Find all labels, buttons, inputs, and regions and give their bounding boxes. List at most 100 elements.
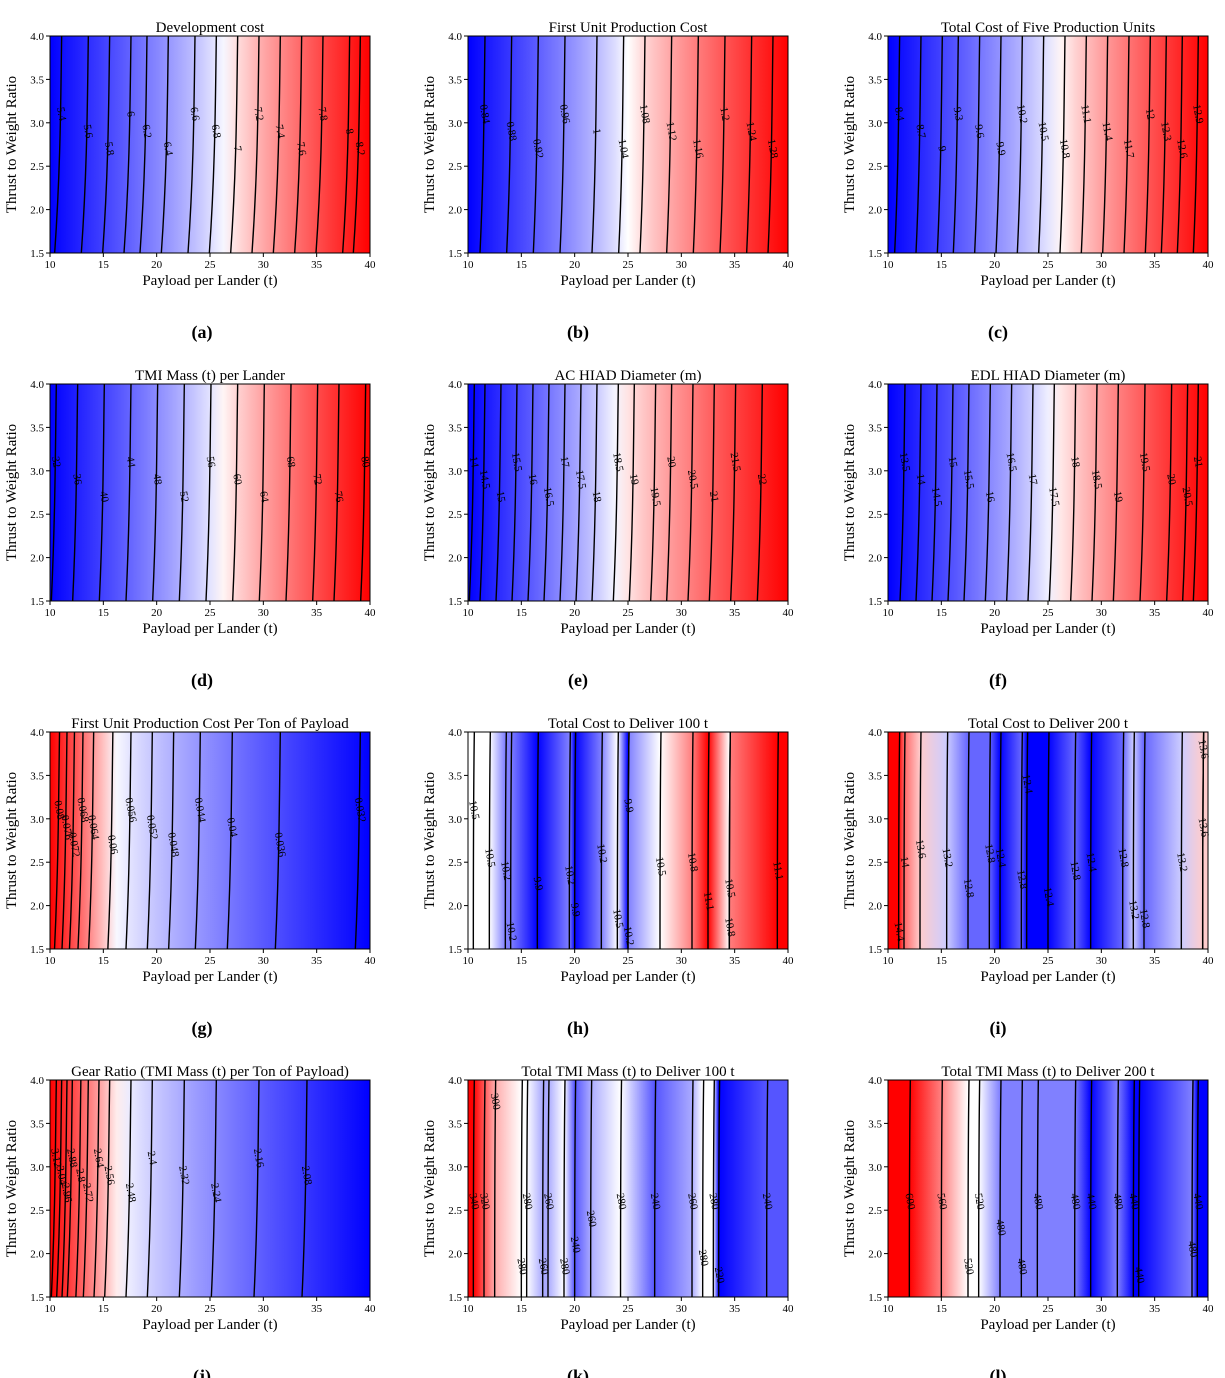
contour-label: 480 [1030, 1192, 1045, 1211]
y-tick-label: 1.5 [30, 248, 44, 260]
contour-line [525, 1079, 529, 1298]
contour-line [589, 1079, 593, 1298]
contour-label: 16 [983, 490, 997, 503]
contour-label: 10.2 [621, 925, 636, 946]
contour-line [472, 731, 476, 950]
contour-line [639, 35, 646, 254]
contour-label: 12 [1143, 108, 1157, 121]
contour-label: 6.6 [187, 106, 201, 122]
y-tick-label: 1.5 [30, 596, 44, 608]
contour-label: 15.5 [961, 469, 976, 491]
y-axis-label: Thrust to Weight Ratio [422, 1120, 438, 1257]
contour-label: 300 [488, 1092, 503, 1111]
y-tick-label: 2.0 [30, 553, 44, 565]
heatmap-field [50, 1080, 370, 1297]
y-tick-label: 3.0 [448, 118, 462, 130]
contour-line [707, 731, 710, 950]
contour-label: 0.076 [58, 814, 74, 841]
contour-line [1036, 1079, 1040, 1298]
contour-label: 12.8 [961, 878, 976, 900]
y-axis-label: Thrust to Weight Ratio [842, 424, 858, 561]
x-tick-label: 35 [311, 607, 323, 619]
contour-label: 14 [914, 473, 928, 486]
contour-line [1016, 35, 1024, 254]
contour-label: 14.5 [477, 469, 492, 491]
x-axis-label: Payload per Lander (t) [980, 273, 1115, 289]
panel-tag: (d) [191, 670, 213, 691]
contour-line [691, 731, 694, 950]
contour-line [1132, 731, 1136, 950]
x-axis-label: Payload per Lander (t) [142, 969, 277, 985]
contour-line [75, 1079, 82, 1298]
contour-label: 0.056 [122, 797, 138, 824]
y-tick-label: 4.0 [30, 1075, 44, 1087]
contour-label: 480 [1068, 1192, 1083, 1211]
x-tick-label: 25 [1043, 259, 1055, 271]
y-axis-label: Thrust to Weight Ratio [4, 424, 20, 561]
contour-line [563, 1079, 566, 1298]
contour-label: 12.8 [1014, 869, 1029, 891]
contour-label: 480 [993, 1218, 1008, 1237]
contour-label: 17.5 [1046, 486, 1061, 508]
panel-title: Gear Ratio (TMI Mass (t) per Ton of Payl… [71, 1064, 349, 1080]
contour-label: 7.6 [294, 141, 308, 157]
contour-line [50, 1079, 58, 1298]
contour-label: 7 [231, 145, 244, 153]
contour-line [167, 731, 175, 950]
contour-line [988, 731, 992, 950]
contour-line [628, 383, 636, 602]
y-axis-label: Thrust to Weight Ratio [842, 1120, 858, 1257]
contour-label: 19 [1111, 490, 1125, 503]
y-tick-label: 3.0 [448, 1162, 462, 1174]
y-axis-label: Thrust to Weight Ratio [4, 76, 20, 213]
x-tick-label: 25 [1043, 607, 1055, 619]
contour-line [659, 731, 662, 950]
contour-line [231, 383, 239, 602]
panel-e: 1414.51515.51616.51717.51818.51919.52020… [422, 368, 794, 691]
contour-line [691, 1079, 694, 1298]
contour-line [229, 35, 239, 254]
contour-line [315, 35, 324, 254]
x-tick-label: 15 [516, 607, 528, 619]
contour-line [1181, 383, 1189, 602]
panel-tag: (h) [567, 1018, 589, 1039]
contour-line [479, 383, 486, 602]
x-tick-label: 30 [1096, 1303, 1108, 1315]
contour-line [1143, 731, 1146, 950]
contour-label: 6.4 [161, 141, 175, 157]
contour-label: 440 [1132, 1266, 1147, 1285]
contour-line [1089, 1079, 1093, 1298]
contour-label: 11.1 [1078, 104, 1093, 125]
y-tick-label: 3.0 [868, 1162, 882, 1174]
contour-label: 5.4 [54, 106, 68, 122]
contour-label: 260 [541, 1192, 556, 1211]
contour-label: 5.6 [81, 124, 95, 140]
y-tick-label: 2.0 [448, 901, 462, 913]
contour-line [945, 731, 949, 950]
contour-line [55, 1079, 63, 1298]
contour-line [575, 383, 582, 602]
contour-label: 10.5 [466, 800, 481, 822]
contour-label: 1.08 [637, 104, 652, 126]
contour-label: 36 [70, 473, 84, 486]
y-tick-label: 2.5 [30, 161, 44, 173]
contour-label: 10.8 [685, 852, 700, 874]
contour-label: 260 [584, 1210, 599, 1229]
contour-label: 260 [685, 1192, 700, 1211]
x-tick-label: 25 [623, 1303, 635, 1315]
contour-label: 9.9 [993, 141, 1007, 157]
y-axis-label: Thrust to Weight Ratio [422, 772, 438, 909]
contour-label: 0.044 [192, 797, 208, 824]
contour-label: 280 [696, 1249, 711, 1268]
contour-line [617, 35, 625, 254]
contour-line [665, 383, 673, 602]
x-tick-label: 40 [1203, 1303, 1215, 1315]
y-tick-label: 2.5 [868, 509, 882, 521]
y-tick-label: 2.5 [868, 857, 882, 869]
contour-line [1020, 731, 1024, 950]
x-tick-label: 40 [365, 955, 377, 967]
x-tick-label: 25 [623, 607, 635, 619]
y-tick-label: 1.5 [30, 1292, 44, 1304]
x-tick-label: 40 [783, 955, 795, 967]
